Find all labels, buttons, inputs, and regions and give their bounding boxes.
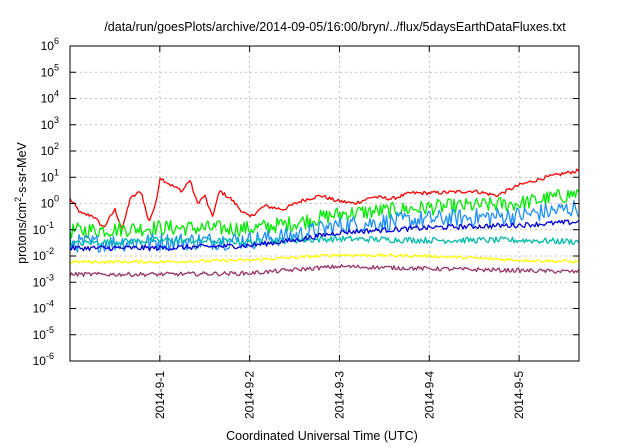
series-line-5	[69, 253, 579, 264]
y-axis-title-unit: -s-sr-MeV	[15, 141, 29, 197]
series-line-6	[69, 264, 580, 278]
y-tick-exp: -4	[46, 299, 54, 309]
y-tick-base: 10	[41, 65, 55, 79]
y-tick-base: 10	[41, 144, 55, 158]
y-tick-exp: 3	[54, 115, 59, 125]
y-tick-exp: 5	[54, 62, 59, 72]
series-line-4	[69, 219, 579, 252]
y-tick-exp: -6	[46, 351, 54, 361]
x-axis-title: Coordinated Universal Time (UTC)	[226, 429, 418, 443]
y-tick-base: 10	[41, 197, 55, 211]
axis-ticks: 10-610-510-410-310-210-11001011021031041…	[33, 36, 579, 419]
y-tick-label: 102	[41, 141, 59, 158]
y-tick-exp: -2	[46, 246, 54, 256]
y-tick-label: 10-5	[33, 325, 54, 342]
series-line-3	[69, 235, 580, 247]
y-tick-label: 103	[41, 115, 59, 132]
y-tick-base: 10	[33, 302, 47, 316]
series-line-2	[69, 200, 580, 253]
y-tick-label: 101	[41, 167, 59, 184]
y-tick-base: 10	[41, 118, 55, 132]
x-tick-label: 2014-9-3	[332, 371, 346, 419]
y-tick-exp: 4	[54, 89, 59, 99]
x-tick-label: 2014-9-5	[512, 371, 526, 419]
y-tick-label: 10-3	[33, 272, 54, 289]
y-tick-exp: 2	[54, 141, 59, 151]
y-tick-base: 10	[41, 39, 55, 53]
y-tick-exp: 6	[54, 36, 59, 46]
y-tick-label: 100	[41, 194, 59, 211]
y-tick-label: 10-6	[33, 351, 54, 368]
y-tick-exp: 1	[54, 167, 59, 177]
y-tick-exp: -1	[46, 220, 54, 230]
y-axis-title-sup: 2	[13, 197, 23, 202]
y-tick-label: 10-2	[33, 246, 54, 263]
y-axis-title-main: protons/cm	[15, 202, 29, 264]
y-tick-label: 105	[41, 62, 59, 79]
y-tick-label: 104	[41, 89, 59, 106]
y-tick-base: 10	[33, 249, 47, 263]
chart-title: /data/run/goesPlots/archive/2014-09-05/1…	[104, 20, 566, 34]
y-tick-label: 106	[41, 36, 59, 53]
y-tick-label: 10-1	[33, 220, 54, 237]
y-tick-exp: -3	[46, 272, 54, 282]
x-tick-label: 2014-9-1	[153, 371, 167, 419]
y-tick-exp: -5	[46, 325, 54, 335]
y-tick-label: 10-4	[33, 299, 54, 316]
series-line-0	[69, 168, 580, 230]
series-group	[69, 168, 580, 278]
y-tick-exp: 0	[54, 194, 59, 204]
x-tick-label: 2014-9-4	[422, 371, 436, 419]
y-tick-base: 10	[33, 275, 47, 289]
y-tick-base: 10	[33, 354, 47, 368]
y-tick-base: 10	[33, 328, 47, 342]
y-axis-title: protons/cm2-s-sr-MeV	[13, 141, 29, 263]
y-tick-base: 10	[33, 223, 47, 237]
x-tick-label: 2014-9-2	[243, 371, 257, 419]
series-line-1	[69, 188, 580, 239]
y-tick-base: 10	[41, 170, 55, 184]
y-tick-base: 10	[41, 92, 55, 106]
